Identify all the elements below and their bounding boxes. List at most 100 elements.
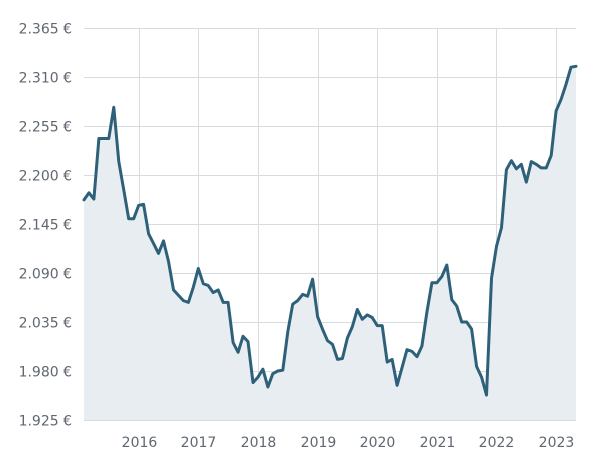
data-point (520, 163, 523, 166)
data-point (321, 328, 324, 331)
data-point (401, 366, 404, 369)
data-point (440, 275, 443, 278)
data-point (396, 384, 399, 387)
data-point (227, 301, 230, 304)
data-point (306, 295, 309, 298)
data-point (207, 284, 210, 287)
data-point (301, 293, 304, 296)
data-point (460, 321, 463, 324)
data-point (530, 160, 533, 163)
data-point (157, 252, 160, 255)
y-tick-label: 2.255 € (19, 120, 72, 136)
data-point (346, 337, 349, 340)
x-axis: 2016 2017 2018 2019 2020 2021 2022 2023 (122, 435, 575, 451)
data-point (122, 189, 125, 192)
x-tick-label: 2018 (241, 435, 277, 451)
data-point (92, 198, 95, 201)
data-point (142, 203, 145, 206)
y-tick-label: 2.035 € (19, 316, 72, 332)
data-point (112, 106, 115, 109)
data-point (455, 305, 458, 308)
data-point (366, 313, 369, 316)
data-point (570, 66, 573, 69)
data-point (137, 204, 140, 207)
data-point (291, 303, 294, 306)
data-point (411, 350, 414, 353)
data-point (490, 277, 493, 280)
data-point (127, 217, 130, 220)
data-point (252, 381, 255, 384)
data-point (167, 260, 170, 263)
data-point (256, 376, 259, 379)
data-point (435, 281, 438, 284)
data-point (361, 318, 364, 321)
data-point (177, 294, 180, 297)
x-tick-label: 2021 (420, 435, 456, 451)
data-point (162, 239, 165, 242)
data-point (450, 298, 453, 301)
data-point (266, 386, 269, 389)
data-point (376, 324, 379, 327)
x-tick-label: 2023 (539, 435, 575, 451)
data-point (271, 372, 274, 375)
data-point (550, 154, 553, 157)
data-point (356, 308, 359, 311)
data-point (242, 335, 245, 338)
data-point (212, 291, 215, 294)
data-point (152, 242, 155, 245)
data-point (515, 167, 518, 170)
x-tick-label: 2019 (301, 435, 337, 451)
data-point (192, 286, 195, 289)
data-point (311, 278, 314, 281)
data-point (296, 299, 299, 302)
y-axis: 1.925 € 1.980 € 2.035 € 2.090 € 2.145 € 2.200… (19, 22, 72, 430)
data-point (88, 191, 91, 194)
x-tick-label: 2020 (360, 435, 396, 451)
data-point (341, 357, 344, 360)
data-point (575, 65, 578, 68)
data-point (247, 340, 250, 343)
data-point (445, 264, 448, 267)
data-point (560, 98, 563, 101)
data-point (545, 166, 548, 169)
x-tick-label: 2022 (479, 435, 515, 451)
data-point (202, 282, 205, 285)
data-point (286, 330, 289, 333)
data-point (475, 365, 478, 368)
data-point (386, 361, 389, 364)
data-point (525, 181, 528, 184)
data-point (102, 137, 105, 140)
series-area (84, 66, 576, 421)
x-tick-label: 2016 (122, 435, 158, 451)
data-point (391, 358, 394, 361)
data-point (351, 325, 354, 328)
data-point (107, 137, 110, 140)
data-point (465, 321, 468, 324)
data-point (97, 137, 100, 140)
data-point (430, 281, 433, 284)
data-point (276, 370, 279, 373)
data-point (331, 343, 334, 346)
data-point (535, 163, 538, 166)
series-line (82, 64, 578, 397)
data-point (505, 168, 508, 171)
y-tick-label: 2.310 € (19, 71, 72, 87)
data-point (480, 376, 483, 379)
data-point (555, 109, 558, 112)
data-point (232, 341, 235, 344)
data-point (540, 166, 543, 169)
data-point (495, 245, 498, 248)
data-point (381, 324, 384, 327)
data-point (371, 316, 374, 319)
data-point (147, 232, 150, 235)
data-point (406, 348, 409, 351)
data-point (420, 345, 423, 348)
data-point (326, 339, 329, 342)
y-tick-label: 2.200 € (19, 169, 72, 185)
data-point (425, 311, 428, 314)
y-tick-label: 2.090 € (19, 267, 72, 283)
data-point (172, 288, 175, 291)
data-point (237, 351, 240, 354)
data-point (187, 301, 190, 304)
